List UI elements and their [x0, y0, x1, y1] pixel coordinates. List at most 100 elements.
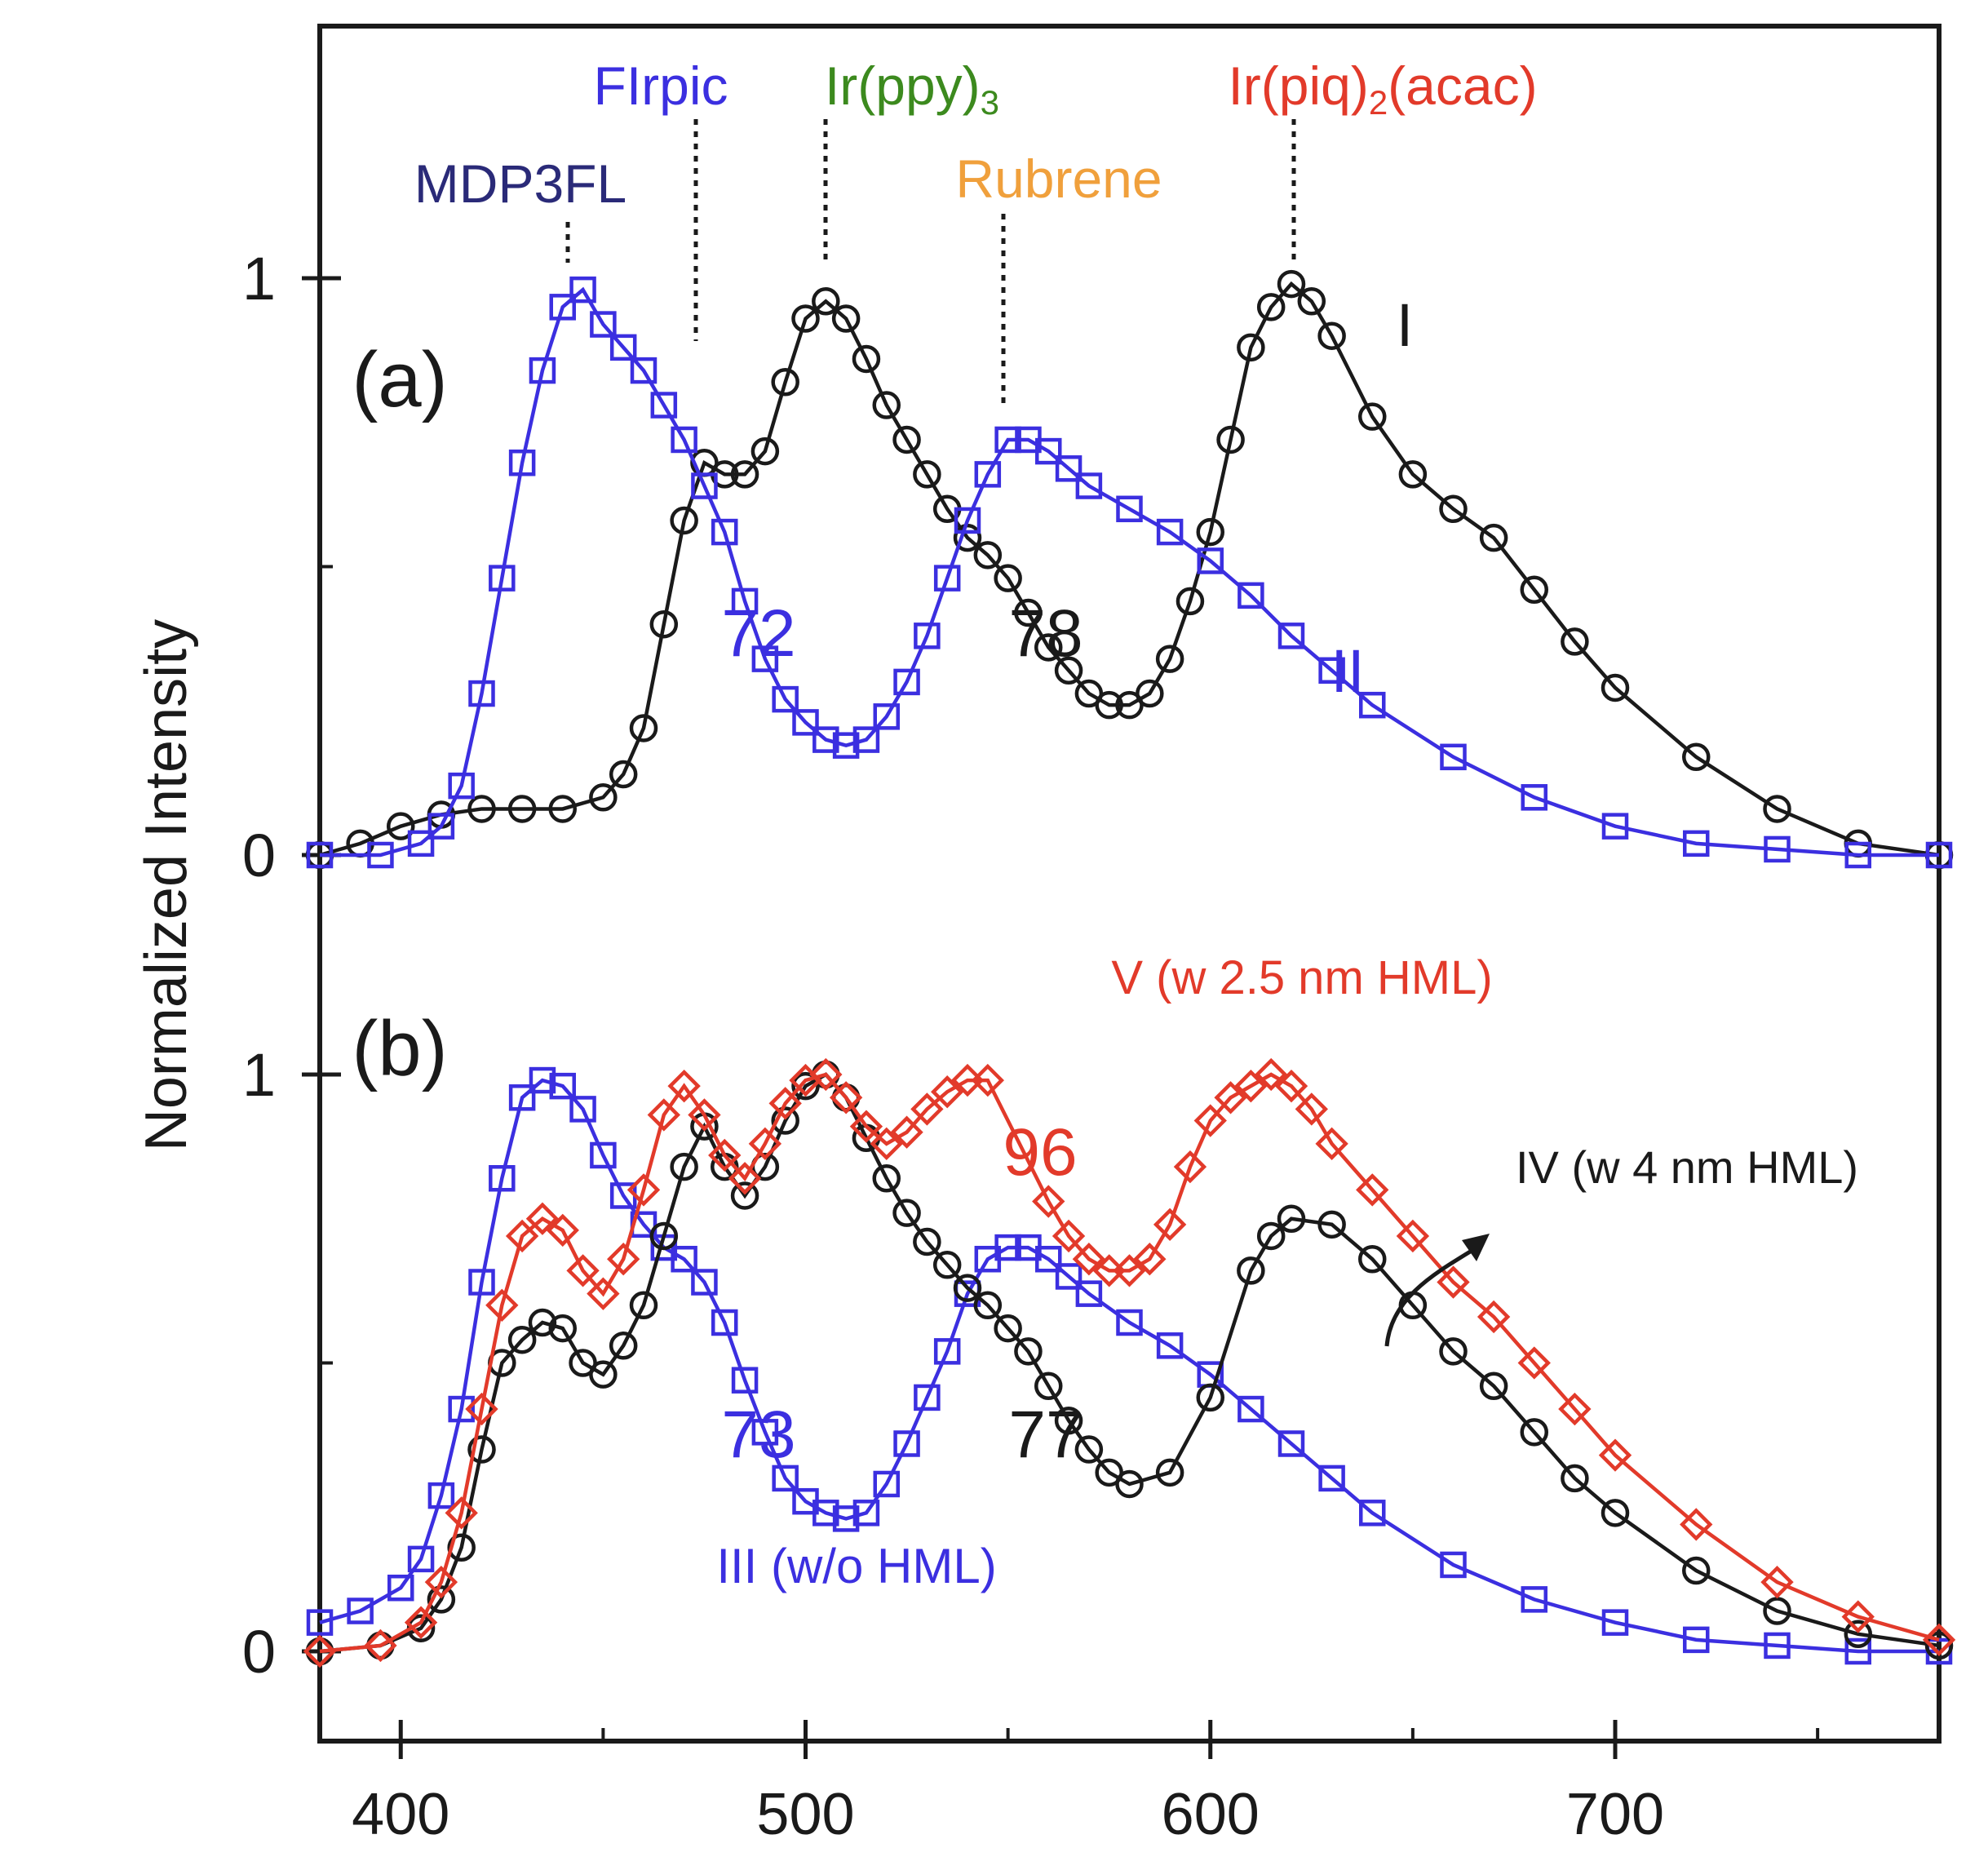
data-point [1014, 598, 1043, 627]
data-point [667, 1069, 701, 1103]
data-point [627, 1173, 661, 1207]
data-point [1925, 841, 1953, 869]
data-point [771, 368, 799, 397]
data-point [649, 1221, 679, 1251]
data-point [812, 287, 840, 316]
data-point [1153, 1208, 1187, 1242]
data-point [507, 1325, 537, 1354]
x-tick-label: 600 [1162, 1782, 1260, 1847]
data-point [306, 1609, 334, 1636]
data-point [1234, 1069, 1268, 1103]
data-point [873, 1470, 900, 1498]
data-point [1214, 1081, 1247, 1114]
data-point [1277, 269, 1306, 299]
series-label: III (w/o HML) [716, 1539, 996, 1593]
data-point [607, 1243, 640, 1276]
data-point [953, 1274, 982, 1302]
y-tick-label: 0 [242, 822, 276, 889]
data-point [427, 813, 455, 840]
data-point [485, 1288, 519, 1322]
data-point [731, 587, 759, 615]
data-point [489, 565, 516, 592]
data-point [1561, 1464, 1589, 1493]
data-point [670, 506, 698, 535]
data-point [809, 1057, 843, 1092]
data-point [829, 1081, 863, 1114]
data-point [1256, 293, 1286, 321]
series-label: I [1397, 291, 1414, 359]
annotation-value: 77 [1008, 1398, 1083, 1472]
data-point [489, 1165, 516, 1192]
data-point [852, 344, 881, 374]
y-tick-label: 1 [242, 1041, 276, 1109]
data-point [974, 461, 1002, 488]
data-point [973, 541, 1003, 569]
data-point [812, 1500, 839, 1527]
data-point [1317, 321, 1346, 350]
data-point [589, 1360, 618, 1389]
data-point [1924, 1631, 1954, 1660]
data-point [1075, 1280, 1103, 1307]
data-point [872, 1164, 901, 1193]
data-point [1072, 1243, 1106, 1276]
data-point [1763, 1597, 1791, 1625]
data-point [1520, 575, 1548, 605]
panel-b: 0 1 (b) III (w/o HML) IV (w 4 nm HML) V (w 2.… [242, 951, 1956, 1686]
data-point [1034, 1371, 1063, 1401]
data-point [748, 1127, 782, 1161]
data-point [1197, 547, 1224, 574]
data-point [849, 1110, 883, 1143]
data-point [1477, 1300, 1511, 1334]
panel-label: (a) [352, 336, 447, 423]
data-point [1238, 582, 1264, 609]
data-point [630, 357, 658, 384]
data-point [1479, 1371, 1508, 1401]
annotation-value: 73 [721, 1398, 795, 1472]
emitter-label: FIrpic [594, 55, 728, 116]
data-point [1763, 795, 1791, 823]
data-point [1052, 1219, 1086, 1253]
data-point [1095, 690, 1123, 720]
data-point [1683, 830, 1710, 857]
data-point [507, 795, 537, 823]
data-point [688, 1098, 721, 1132]
data-point [1155, 1458, 1184, 1487]
data-point [1115, 1469, 1144, 1499]
data-point [1844, 1637, 1871, 1665]
data-point [649, 609, 679, 639]
data-point [1255, 1057, 1288, 1092]
emitter-label: Rubrene [955, 148, 1162, 209]
data-point [427, 1482, 455, 1509]
data-point [1598, 1438, 1632, 1472]
series-line [319, 1078, 1939, 1654]
data-point [730, 460, 759, 489]
data-point [954, 507, 981, 534]
data-point [1601, 813, 1629, 840]
data-point [548, 795, 577, 823]
data-point [566, 1254, 600, 1287]
data-point [1601, 1609, 1629, 1636]
data-point [1156, 1332, 1184, 1359]
data-point [670, 1152, 698, 1181]
data-point [1196, 1383, 1224, 1412]
data-point [671, 1245, 697, 1273]
data-point [404, 1606, 438, 1639]
data-point [1035, 437, 1062, 465]
data-point [1156, 518, 1184, 546]
data-point [387, 812, 415, 840]
data-point [587, 1277, 620, 1310]
data-point [445, 1496, 478, 1530]
data-point [1295, 1092, 1328, 1126]
data-point [913, 460, 941, 489]
data-point [1054, 656, 1083, 685]
emitter-label: MDP3FL [414, 153, 627, 214]
data-point [832, 1505, 860, 1532]
emitter-label: Ir(piq)2(acac) [1228, 55, 1537, 122]
series-line [319, 1072, 1940, 1654]
data-point [546, 1213, 579, 1247]
data-point [303, 1634, 337, 1668]
data-point [1277, 1430, 1305, 1457]
data-point [1601, 1499, 1630, 1527]
data-point [1356, 1173, 1389, 1207]
data-point [1398, 460, 1428, 489]
